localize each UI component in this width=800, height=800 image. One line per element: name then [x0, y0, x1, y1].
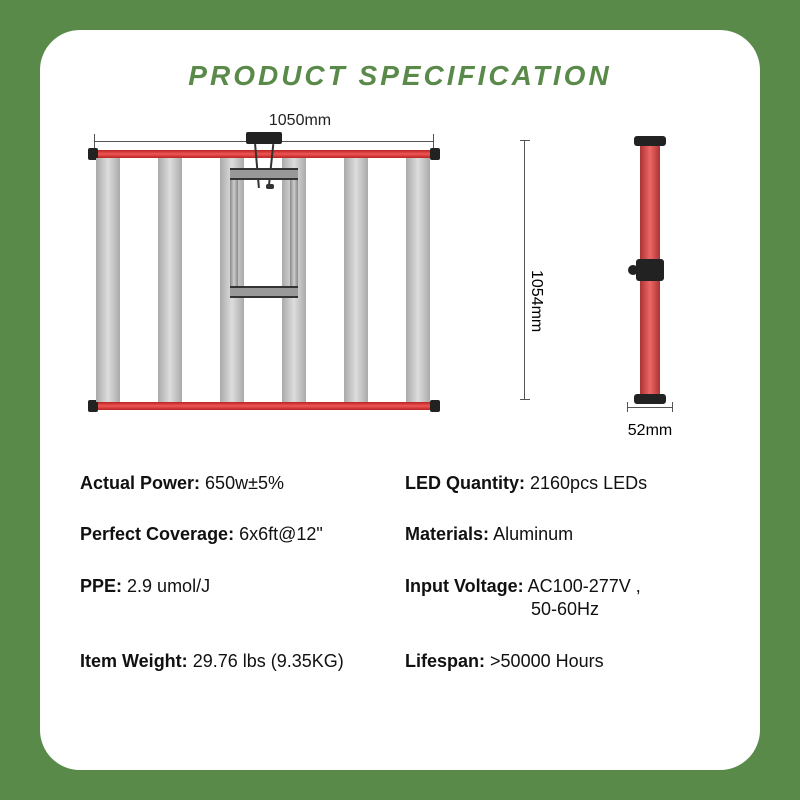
spec-label: Input Voltage:: [405, 576, 524, 596]
spec-value: 29.76 lbs (9.35KG): [193, 651, 344, 671]
endcap: [430, 400, 440, 412]
spec-value: AC100-277V ,: [528, 576, 641, 596]
spec-value: Aluminum: [493, 524, 573, 544]
page-title: PRODUCT SPECIFICATION: [80, 60, 720, 92]
fixture-top-view: [90, 150, 438, 410]
spec-value: >50000 Hours: [490, 651, 604, 671]
endcap: [634, 136, 666, 146]
mount-bracket: [230, 286, 298, 298]
spec-value-line2: 50-60Hz: [405, 598, 720, 621]
dim-height: 1054mm: [518, 140, 554, 400]
spec-label: Perfect Coverage:: [80, 524, 234, 544]
spec-card: PRODUCT SPECIFICATION 1050mm: [40, 30, 760, 770]
mount-rail: [230, 180, 238, 286]
spec-grid: Actual Power: 650w±5% LED Quantity: 2160…: [80, 472, 720, 673]
spec-label: LED Quantity:: [405, 473, 525, 493]
led-bar: [406, 158, 430, 402]
spec-materials: Materials: Aluminum: [405, 523, 720, 546]
spec-ppe: PPE: 2.9 umol/J: [80, 575, 395, 622]
spec-label: Actual Power:: [80, 473, 200, 493]
led-bar: [158, 158, 182, 402]
side-knob: [628, 265, 638, 275]
dim-height-label: 1054mm: [527, 270, 545, 332]
spec-label: Lifespan:: [405, 651, 485, 671]
spec-input-voltage: Input Voltage: AC100-277V , 50-60Hz: [405, 575, 720, 622]
spec-lifespan: Lifespan: >50000 Hours: [405, 650, 720, 673]
spec-led-quantity: LED Quantity: 2160pcs LEDs: [405, 472, 720, 495]
side-view: 52mm: [590, 140, 710, 440]
mount-rail: [290, 180, 298, 286]
rail-bottom: [90, 402, 438, 410]
dim-height-line: [524, 140, 525, 400]
spec-item-weight: Item Weight: 29.76 lbs (9.35KG): [80, 650, 395, 673]
center-mount: [230, 168, 298, 298]
spec-coverage: Perfect Coverage: 6x6ft@12": [80, 523, 395, 546]
rail-top: [90, 150, 438, 158]
dim-width-label: 1050mm: [90, 112, 510, 130]
top-view: 1050mm: [90, 112, 510, 410]
mount-bracket: [230, 168, 298, 180]
spec-label: PPE:: [80, 576, 122, 596]
spec-value: 2.9 umol/J: [127, 576, 210, 596]
spec-label: Item Weight:: [80, 651, 188, 671]
spec-actual-power: Actual Power: 650w±5%: [80, 472, 395, 495]
led-bar: [96, 158, 120, 402]
spec-label: Materials:: [405, 524, 489, 544]
spec-value: 650w±5%: [205, 473, 284, 493]
dim-depth-label: 52mm: [590, 422, 710, 440]
spec-value: 2160pcs LEDs: [530, 473, 647, 493]
side-mount: [636, 259, 664, 281]
endcap: [430, 148, 440, 160]
driver-hub: [246, 132, 282, 144]
fixture-side-view: [640, 140, 660, 400]
spec-value: 6x6ft@12": [239, 524, 323, 544]
diagram-area: 1050mm: [80, 112, 720, 452]
led-bar: [344, 158, 368, 402]
dim-depth-line: [627, 402, 673, 412]
